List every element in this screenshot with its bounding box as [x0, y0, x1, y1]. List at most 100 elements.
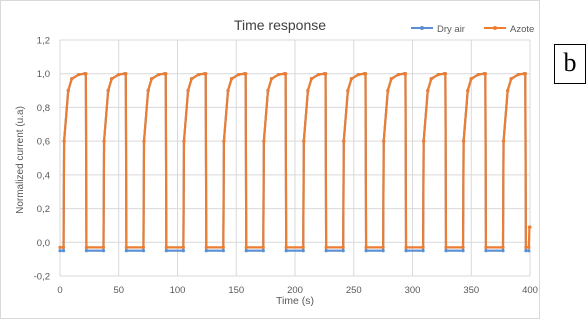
- data-point-azote: [244, 72, 248, 76]
- data-point-azote: [516, 72, 520, 77]
- data-point-azote: [102, 139, 106, 143]
- data-point-azote: [190, 77, 194, 81]
- gridlines: [59, 39, 531, 277]
- data-point-azote: [443, 72, 447, 76]
- data-point-azote: [124, 72, 128, 76]
- data-point-azote: [323, 72, 328, 76]
- data-point-dry-air: [527, 249, 531, 253]
- data-point-azote: [61, 245, 66, 249]
- series-layer: [58, 72, 532, 253]
- data-point-azote: [469, 77, 473, 81]
- data-point-azote: [141, 245, 146, 249]
- data-point-azote: [429, 77, 433, 81]
- data-point-dry-air: [324, 249, 328, 253]
- data-point-azote: [444, 245, 448, 249]
- data-point-azote: [262, 139, 266, 143]
- data-point-azote: [222, 139, 226, 143]
- legend-item-azote: Azote: [484, 24, 534, 35]
- data-point-azote: [389, 77, 393, 81]
- time-response-chart: -0,2 0,0 0,2 0,4 0,6 0,8 1,0 1,2 0 50 100 150 200 250…: [0, 0, 540, 319]
- data-point-dry-air: [221, 249, 225, 253]
- data-point-azote: [436, 72, 440, 77]
- chart-title: Time response: [234, 17, 326, 33]
- x-tick-label: 0: [57, 285, 62, 296]
- y-tick-label: 0,4: [37, 170, 50, 181]
- data-point-azote: [229, 77, 234, 81]
- data-point-azote: [306, 88, 310, 93]
- data-point-azote: [101, 245, 106, 249]
- data-point-azote: [462, 139, 466, 143]
- legend-item-dry-air: Dry air: [411, 24, 465, 35]
- legend-label-dry-air: Dry air: [437, 24, 465, 35]
- data-point-azote: [483, 72, 487, 76]
- data-point-azote: [349, 77, 353, 81]
- data-point-azote: [146, 88, 150, 93]
- panel-label: b: [554, 44, 586, 84]
- data-point-dry-air: [84, 249, 89, 253]
- legend-marker-dry-air: [420, 26, 424, 30]
- data-point-azote: [66, 88, 70, 93]
- x-tick-label: 250: [346, 285, 362, 296]
- data-point-azote: [316, 72, 321, 77]
- x-tick-label: 100: [170, 285, 186, 296]
- data-point-dry-air: [124, 249, 128, 253]
- data-point-azote: [422, 139, 426, 143]
- data-point-dry-air: [341, 249, 345, 253]
- legend: Dry air Azote: [411, 24, 534, 35]
- data-point-azote: [476, 72, 480, 77]
- data-point-azote: [523, 72, 527, 76]
- series-line-dry-air: [60, 72, 529, 252]
- data-point-azote: [301, 245, 305, 249]
- y-tick-label: 0,6: [37, 137, 50, 148]
- data-point-azote: [157, 72, 161, 77]
- data-point-azote: [58, 245, 62, 249]
- data-point-azote: [302, 139, 306, 143]
- y-axis-label: Normalized current (u.a): [15, 106, 26, 214]
- data-point-azote: [204, 245, 208, 249]
- chart-frame: [0, 0, 540, 319]
- data-point-azote: [364, 245, 368, 249]
- data-point-azote: [421, 245, 425, 249]
- data-point-azote: [186, 88, 190, 93]
- x-tick-label: 200: [287, 285, 303, 296]
- data-point-azote: [84, 72, 88, 76]
- y-tick-label: 0,8: [37, 103, 50, 114]
- data-point-azote: [501, 245, 505, 249]
- data-point-dry-air: [524, 249, 528, 253]
- data-point-dry-air: [61, 249, 66, 253]
- data-point-azote: [70, 77, 74, 81]
- chart-panel: -0,2 0,0 0,2 0,4 0,6 0,8 1,0 1,2 0 50 100 150 200 250…: [0, 0, 540, 319]
- data-point-azote: [509, 77, 513, 81]
- data-point-azote: [284, 245, 288, 249]
- data-point-dry-air: [404, 249, 408, 253]
- data-point-azote: [346, 88, 350, 93]
- axis-tick-labels: -0,2 0,0 0,2 0,4 0,6 0,8 1,0 1,2 0 50 100 150 200 250…: [34, 36, 538, 297]
- legend-label-azote: Azote: [510, 24, 534, 35]
- data-point-azote: [164, 245, 168, 249]
- data-point-azote: [341, 245, 345, 249]
- data-point-dry-air: [181, 249, 185, 253]
- data-point-azote: [381, 245, 385, 249]
- data-point-azote: [197, 72, 201, 77]
- data-point-azote: [284, 72, 288, 76]
- data-point-azote: [266, 88, 270, 93]
- y-tick-label: 0,0: [37, 238, 50, 249]
- x-tick-label: 150: [228, 285, 244, 296]
- data-point-azote: [342, 139, 346, 143]
- data-point-azote: [404, 245, 408, 249]
- data-point-dry-air: [484, 249, 488, 253]
- data-point-azote: [528, 225, 532, 229]
- x-tick-label: 400: [522, 285, 538, 296]
- data-point-dry-air: [284, 249, 288, 253]
- data-point-dry-air: [501, 249, 505, 253]
- data-point-dry-air: [204, 249, 208, 253]
- data-point-azote: [484, 245, 488, 249]
- data-point-azote: [527, 245, 531, 249]
- data-point-azote: [237, 72, 241, 77]
- data-point-dry-air: [364, 249, 368, 253]
- data-point-azote: [403, 72, 408, 76]
- legend-marker-azote: [493, 26, 497, 30]
- y-tick-label: 0,2: [37, 204, 50, 215]
- y-tick-label: -0,2: [34, 272, 50, 283]
- data-point-dry-air: [261, 249, 265, 253]
